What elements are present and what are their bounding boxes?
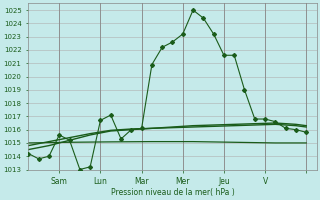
X-axis label: Pression niveau de la mer( hPa ): Pression niveau de la mer( hPa ) [111,188,234,197]
